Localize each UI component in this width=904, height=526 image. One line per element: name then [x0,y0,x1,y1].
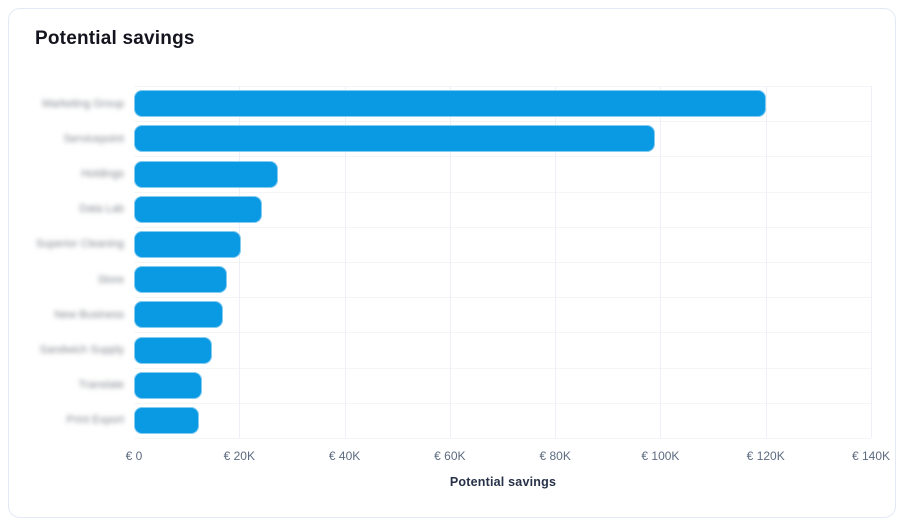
h-gridline [134,438,871,439]
bar[interactable] [134,336,212,364]
y-axis-label: Marketing Group [42,97,124,110]
h-gridline [134,367,871,369]
v-gridline [344,86,346,438]
h-gridline [134,297,871,299]
bar[interactable] [134,230,241,258]
y-axis-label: Servicepoint [63,132,124,145]
v-gridline [765,86,767,438]
v-gridline [871,86,872,438]
x-tick-label: € 120K [746,449,785,463]
h-gridline [134,156,871,158]
v-gridline [239,86,241,438]
v-gridline [555,86,557,438]
bar[interactable] [134,406,200,434]
h-gridline [134,332,871,334]
h-gridline [134,402,871,404]
bar[interactable] [134,90,766,118]
bar[interactable] [134,266,228,294]
potential-savings-card: Potential savings Marketing Group Service… [8,8,896,518]
x-tick-label: € 140K [851,449,891,463]
h-gridline [134,262,871,263]
chart-title: Potential savings [35,28,195,49]
bar-chart-plot-area [134,86,872,439]
x-tick-label: € 100K [641,449,680,463]
v-gridline [660,86,662,438]
x-tick-label: € 60K [434,449,466,463]
x-axis-title: Potential savings [449,475,557,489]
bar[interactable] [134,160,278,188]
h-gridline [134,121,871,123]
bar[interactable] [134,195,262,223]
y-axis-labels: Marketing Group Servicepoint Holdings Data … [9,86,126,438]
h-gridline [134,226,871,228]
y-axis-label: Data Lab [79,203,124,216]
x-axis: € 0 € 20K € 40K € 60K € 80K € 100K € 120K € 140… [9,447,897,467]
h-gridline [134,86,871,87]
y-axis-label: Sandwich Supply [39,343,124,356]
x-tick-label: € 0 [125,449,143,463]
y-axis-label: Superior Cleaning [35,238,124,251]
x-tick-label: € 80K [539,449,571,463]
bar[interactable] [134,125,656,153]
x-tick-label: € 40K [328,449,361,463]
y-axis-label: Translate [78,379,124,392]
v-gridline [449,86,451,438]
bar[interactable] [134,371,202,399]
y-axis-label: New Business [54,308,124,321]
h-gridline [134,191,871,193]
bar[interactable] [134,301,224,329]
y-axis-label: Holdings [81,167,124,180]
x-tick-label: € 20K [223,449,255,463]
y-axis-label: Store [97,273,124,286]
y-axis-label: Print Export [66,414,124,427]
